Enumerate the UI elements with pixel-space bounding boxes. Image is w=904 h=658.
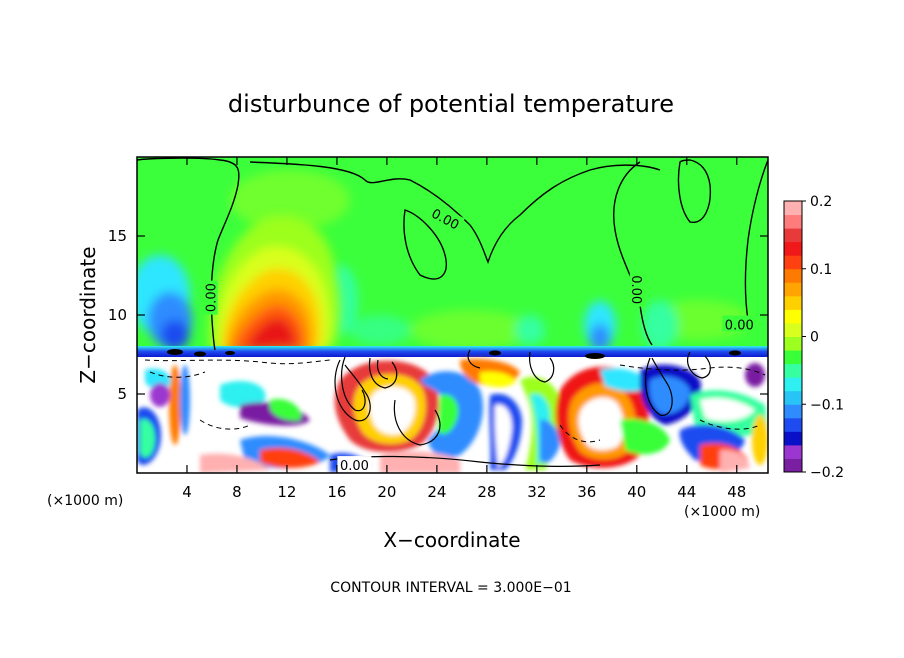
colorbar-swatch [784, 282, 802, 297]
contour-label: 0.00 [337, 456, 372, 474]
colorbar-swatch [784, 295, 802, 310]
x-tick-label: 32 [527, 483, 546, 501]
contour-label: 0.00 [201, 280, 220, 315]
contour-label-bg [722, 315, 757, 332]
y-axis: 5 10 15 [108, 227, 768, 403]
colorbar-swatch [784, 201, 802, 216]
x-axis-unit-left: (×1000 m) [47, 493, 123, 509]
x-tick-label: 28 [477, 483, 496, 501]
contour-label: 0.00 [722, 315, 757, 333]
colorbar: 0.2 0.1 0 −0.1 −0.2 [783, 194, 844, 481]
contour-label-text: 0.00 [725, 318, 754, 333]
colorbar-swatch [784, 268, 802, 283]
y-tick-label: 5 [117, 385, 127, 403]
x-tick-label: 48 [727, 483, 746, 501]
y-tick-label: 10 [108, 306, 127, 324]
contour-label: 0.00 [628, 272, 646, 307]
x-tick-label: 16 [327, 483, 346, 501]
colorbar-tick-label: −0.2 [810, 465, 844, 481]
colorbar-tick-label: 0 [810, 330, 819, 346]
colorbar-swatch [784, 322, 802, 337]
colorbar-swatch [784, 309, 802, 324]
contour-interval-label: CONTOUR INTERVAL = 3.000E−01 [330, 580, 571, 596]
colorbar-swatch [784, 350, 802, 365]
colorbar-swatch [784, 241, 802, 256]
x-axis-title: X−coordinate [383, 528, 520, 552]
chart-title: disturbunce of potential temperature [228, 90, 674, 118]
x-axis-unit-right: (×1000 m) [684, 504, 760, 520]
colorbar-swatch [784, 458, 802, 473]
x-tick-label: 24 [427, 483, 446, 501]
x-tick-label: 4 [182, 483, 192, 501]
colorbar-tick-label: −0.1 [810, 397, 844, 413]
y-axis-title: Z−coordinate [76, 246, 100, 383]
colorbar-swatch [784, 390, 802, 405]
x-tick-label: 36 [577, 483, 596, 501]
y-tick-label: 15 [108, 227, 127, 245]
colorbar-swatch [784, 255, 802, 270]
colorbar-swatch [784, 404, 802, 419]
contour-label-bg [201, 280, 218, 315]
colorbar-swatch [784, 214, 802, 229]
contour-label-bg [337, 456, 372, 473]
contour-label-bg [427, 202, 465, 233]
contour-label-bg [629, 272, 646, 307]
colorbar-swatch [784, 431, 802, 446]
colorbar-swatch [784, 336, 802, 351]
contour-label-text: 0.00 [628, 275, 643, 304]
heatmap-field [137, 157, 768, 473]
colorbar-swatch [784, 363, 802, 378]
colorbar-swatch [784, 228, 802, 243]
colorbar-swatch [784, 377, 802, 392]
contour-label-text: 0.00 [340, 459, 369, 474]
x-tick-label: 44 [677, 483, 696, 501]
colorbar-tick-label: 0.1 [810, 262, 832, 278]
contour-label-text: 0.00 [205, 283, 220, 312]
x-tick-label: 20 [377, 483, 396, 501]
colorbar-swatch [784, 417, 802, 432]
x-tick-label: 40 [627, 483, 646, 501]
x-tick-label: 8 [232, 483, 242, 501]
x-tick-label: 12 [277, 483, 296, 501]
colorbar-swatch [784, 444, 802, 459]
x-axis: 4 8 12 16 20 24 28 32 36 40 44 48 [182, 157, 746, 501]
colorbar-tick-label: 0.2 [810, 194, 832, 210]
